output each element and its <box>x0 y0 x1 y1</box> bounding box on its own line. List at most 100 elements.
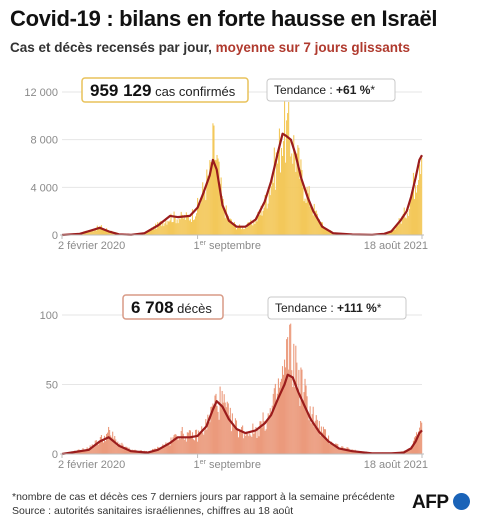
daily-bar <box>293 135 295 235</box>
daily-bar <box>304 198 306 235</box>
daily-bar <box>272 182 274 235</box>
daily-bar <box>155 223 157 235</box>
daily-bar <box>120 446 122 454</box>
y-tick-label: 8 000 <box>30 135 58 147</box>
daily-bar <box>84 232 86 235</box>
daily-bar <box>169 445 171 454</box>
daily-bar <box>247 222 249 235</box>
daily-bar <box>191 432 194 454</box>
daily-bar <box>305 385 307 454</box>
daily-bar <box>219 184 221 235</box>
daily-bar <box>277 154 279 235</box>
daily-bars <box>63 94 423 236</box>
daily-bar <box>107 230 109 235</box>
daily-bar <box>94 440 96 454</box>
daily-bar <box>409 449 411 454</box>
daily-bar <box>166 444 168 454</box>
daily-bar <box>110 435 112 454</box>
daily-bar <box>85 449 87 454</box>
daily-bar <box>421 422 423 454</box>
daily-bar <box>162 444 164 454</box>
daily-bar <box>328 231 330 235</box>
daily-bar <box>181 426 183 454</box>
daily-bar <box>83 449 85 454</box>
daily-bar <box>289 137 291 235</box>
daily-bar <box>273 388 275 454</box>
daily-bar <box>257 429 259 454</box>
daily-bar <box>199 433 201 454</box>
daily-bar <box>285 162 287 235</box>
daily-bar <box>92 231 94 235</box>
daily-bar <box>178 437 180 454</box>
daily-bar <box>242 226 244 235</box>
daily-bar <box>404 217 406 235</box>
daily-bar <box>319 435 321 454</box>
daily-bar <box>316 213 318 235</box>
daily-bar <box>195 216 197 235</box>
daily-bar <box>408 209 410 235</box>
daily-bar <box>249 433 251 454</box>
daily-bar <box>419 427 421 454</box>
footnote-trend: *nombre de cas et décès ces 7 derniers j… <box>12 491 395 503</box>
daily-bar <box>182 218 184 235</box>
daily-bar <box>82 233 84 235</box>
daily-bar <box>212 123 214 235</box>
daily-bar <box>193 440 196 454</box>
daily-bar <box>102 442 105 454</box>
daily-bar <box>410 195 412 235</box>
daily-bar <box>81 450 83 454</box>
daily-bar <box>395 225 397 235</box>
daily-bar <box>84 450 86 454</box>
daily-bar <box>224 218 226 235</box>
daily-bar <box>90 449 92 454</box>
daily-bar <box>295 345 297 454</box>
daily-bar <box>185 212 187 235</box>
daily-bar <box>240 226 242 235</box>
daily-bar <box>333 445 335 454</box>
daily-bar <box>110 231 112 235</box>
daily-bar <box>230 431 232 454</box>
daily-bar <box>196 429 198 454</box>
daily-bar <box>112 232 114 235</box>
daily-bar <box>259 421 261 454</box>
daily-bar <box>209 160 211 235</box>
daily-bar <box>183 214 185 235</box>
daily-bar <box>217 158 219 235</box>
daily-bar <box>245 435 247 454</box>
daily-bar <box>296 362 298 454</box>
daily-bar <box>160 448 162 454</box>
daily-bar <box>315 415 317 454</box>
daily-bar <box>262 210 264 235</box>
daily-bar <box>410 446 412 454</box>
daily-bar <box>302 400 304 454</box>
daily-bar <box>113 438 115 454</box>
daily-bar <box>392 230 394 235</box>
daily-bar <box>188 220 190 235</box>
daily-bar <box>161 226 163 235</box>
daily-bar <box>271 405 273 454</box>
daily-bar <box>124 446 126 454</box>
daily-bar <box>206 169 208 235</box>
daily-bar <box>256 438 258 454</box>
daily-bar <box>237 227 240 235</box>
total-callout-box <box>81 77 249 103</box>
daily-bar <box>260 421 262 454</box>
daily-bar <box>193 219 196 235</box>
daily-bar <box>310 423 312 454</box>
daily-bar <box>258 436 260 454</box>
daily-bar <box>174 216 176 235</box>
daily-bar <box>91 444 93 454</box>
daily-bar <box>411 191 413 235</box>
daily-bar <box>214 159 216 235</box>
daily-bar <box>236 429 239 454</box>
daily-bar <box>389 231 391 235</box>
daily-bar <box>270 186 272 235</box>
daily-bar <box>336 443 338 454</box>
daily-bar <box>315 210 317 235</box>
daily-bar <box>222 198 224 235</box>
daily-bar <box>213 407 215 454</box>
daily-bar <box>394 229 396 235</box>
daily-bar <box>286 120 288 235</box>
daily-bar <box>415 432 418 454</box>
daily-bar <box>293 343 295 454</box>
